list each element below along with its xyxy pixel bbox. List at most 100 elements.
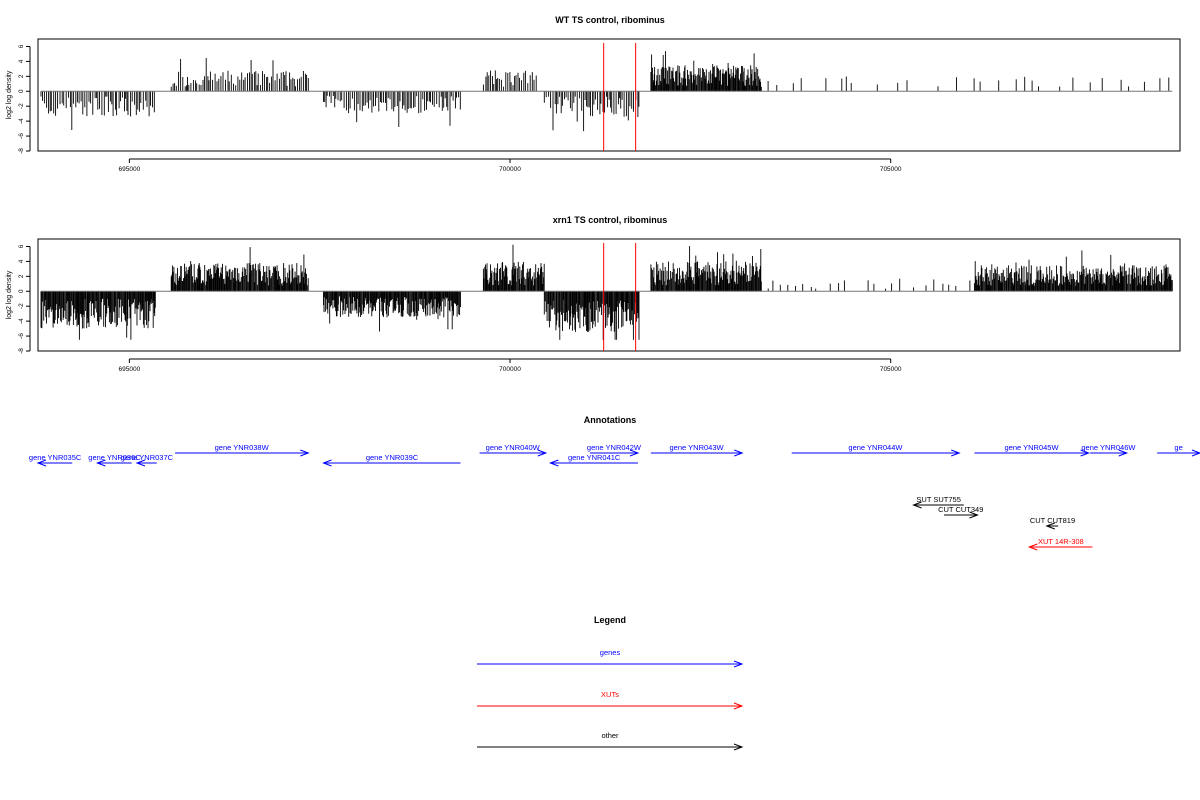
- feature-arrowhead: [548, 459, 559, 467]
- feature-arrowhead: [1118, 449, 1129, 457]
- feature-arrowhead: [36, 459, 47, 467]
- feature-arrowhead: [1027, 543, 1038, 551]
- feature-label: gene YNR039C: [366, 453, 419, 462]
- feature-label: gene YNR035C: [29, 453, 82, 462]
- x-tick-label: 705000: [880, 166, 902, 173]
- feature-label: gene YNR042W: [587, 443, 642, 452]
- feature-label: gene YNR036C: [88, 453, 141, 462]
- annotations-title: Annotations: [584, 415, 637, 425]
- y-tick-label: -8: [18, 348, 25, 354]
- feature-arrowhead: [1191, 449, 1200, 457]
- annotation-feature: gene YNR039C: [322, 453, 461, 467]
- legend-arrowhead: [733, 660, 744, 668]
- feature-arrowhead: [322, 459, 332, 467]
- y-tick-label: 2: [18, 74, 25, 78]
- legend-arrowhead: [733, 743, 744, 751]
- x-tick-label: 700000: [499, 166, 521, 173]
- density-bars: [40, 51, 1170, 132]
- feature-label: gene YNR044W: [848, 443, 903, 452]
- feature-arrowhead: [629, 449, 640, 457]
- annotation-feature: gene YNR045W: [974, 443, 1091, 457]
- feature-label: gene YNR041C: [568, 453, 621, 462]
- legend-label: other: [601, 731, 619, 740]
- feature-label: gene YNR038W: [215, 443, 270, 452]
- annotation-feature: gene YNR038W: [175, 443, 310, 457]
- x-axis: 695000 700000 705000: [119, 158, 902, 173]
- annotation-feature: gene YNR040W: [479, 443, 548, 457]
- annotation-feature: gene YNR046W: [1081, 443, 1136, 457]
- y-tick-label: -4: [18, 118, 25, 124]
- annotation-feature: CUT CUT819: [1030, 516, 1075, 530]
- legend: Legend genes XUTs other: [477, 615, 744, 751]
- y-axis-label: log2 log density: [6, 70, 13, 119]
- annotation-feature: gene YNR035C: [29, 453, 82, 467]
- plot-frame: [37, 38, 1181, 152]
- y-axis: 6 4 2 0 -2 -4 -6 -8: [18, 44, 31, 154]
- feature-label: CUT CUT819: [1030, 516, 1075, 525]
- x-tick-label: 695000: [119, 366, 141, 373]
- feature-arrowhead: [300, 449, 310, 457]
- feature-arrowhead: [912, 501, 922, 509]
- annotation-feature: SUT SUT755: [912, 495, 964, 509]
- legend-item-xuts: XUTs: [477, 690, 744, 710]
- y-tick-label: 0: [18, 289, 25, 293]
- annotation-feature: XUT 14R-308: [1027, 537, 1093, 551]
- y-tick-label: -4: [18, 318, 25, 324]
- x-tick-label: 700000: [499, 366, 521, 373]
- feature-arrowhead: [734, 449, 744, 457]
- x-tick-label: 705000: [880, 366, 902, 373]
- feature-label: gene YNR046W: [1081, 443, 1136, 452]
- legend-item-other: other: [477, 731, 744, 751]
- density-bars: [40, 244, 1173, 340]
- annotation-feature: ge: [1157, 443, 1200, 457]
- feature-label: ge: [1174, 443, 1182, 452]
- y-tick-label: 4: [18, 259, 25, 263]
- feature-arrowhead: [537, 449, 548, 457]
- feature-arrowhead: [1045, 522, 1055, 530]
- annotations-track: Annotations gene YNR035C gene YNR036Cgene…: [29, 415, 1200, 551]
- annotation-feature: gene YNR044W: [791, 443, 961, 457]
- feature-label: gene YNR043W: [670, 443, 725, 452]
- annotation-feature: gene YNR041C: [548, 453, 638, 467]
- feature-label: SUT SUT755: [916, 495, 960, 504]
- feature-label: gene YNR037C: [121, 453, 174, 462]
- annotation-feature: gene YNR037C: [121, 453, 174, 467]
- y-axis-label: log2 log density: [6, 270, 13, 319]
- track-title: xrn1 TS control, ribominus: [553, 215, 668, 225]
- track-panel-xrn1: xrn1 TS control, ribominus log2 log dens…: [6, 215, 1181, 373]
- region-markers: [603, 243, 637, 351]
- region-markers: [603, 43, 637, 151]
- y-tick-label: 4: [18, 59, 25, 63]
- legend-title: Legend: [594, 615, 626, 625]
- y-tick-label: 6: [18, 44, 25, 48]
- annotation-feature: gene YNR036C: [88, 453, 141, 467]
- feature-arrowhead: [95, 459, 106, 467]
- annotation-feature: gene YNR043W: [650, 443, 744, 457]
- legend-label: XUTs: [601, 690, 619, 699]
- feature-label: CUT CUT349: [938, 505, 983, 514]
- y-tick-label: 6: [18, 244, 25, 248]
- y-tick-label: -2: [18, 103, 25, 109]
- track-panel-wt: WT TS control, ribominus log2 log densit…: [6, 15, 1181, 173]
- plot-frame: [37, 238, 1181, 352]
- y-tick-label: -6: [18, 333, 25, 339]
- y-tick-label: 0: [18, 89, 25, 93]
- feature-arrowhead: [135, 459, 146, 467]
- y-tick-label: -8: [18, 148, 25, 154]
- feature-arrowhead: [951, 449, 961, 457]
- legend-items: genes XUTs other: [477, 648, 744, 751]
- y-tick-label: -2: [18, 303, 25, 309]
- y-axis: 6 4 2 0 -2 -4 -6 -8: [18, 244, 31, 354]
- y-tick-label: 2: [18, 274, 25, 278]
- feature-arrowhead: [969, 511, 979, 519]
- annotation-feature: gene YNR042W: [587, 443, 642, 457]
- feature-label: gene YNR040W: [486, 443, 541, 452]
- feature-label: XUT 14R-308: [1038, 537, 1084, 546]
- feature-arrowhead: [1080, 449, 1091, 457]
- track-title: WT TS control, ribominus: [555, 15, 665, 25]
- y-tick-label: -6: [18, 133, 25, 139]
- annotation-feature: CUT CUT349: [938, 505, 983, 519]
- x-tick-label: 695000: [119, 166, 141, 173]
